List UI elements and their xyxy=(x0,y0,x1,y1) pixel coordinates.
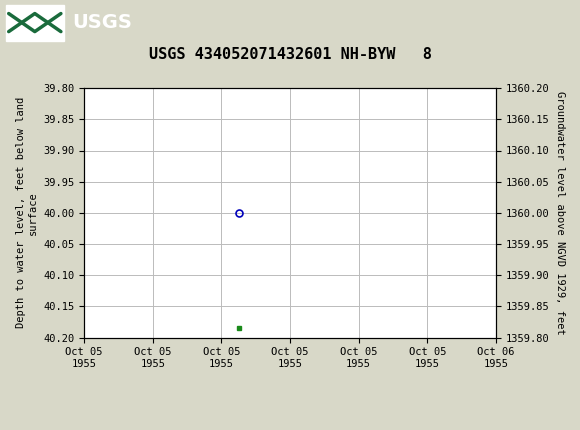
Bar xyxy=(6,4,64,41)
Text: USGS 434052071432601 NH-BYW   8: USGS 434052071432601 NH-BYW 8 xyxy=(148,47,432,62)
Y-axis label: Groundwater level above NGVD 1929, feet: Groundwater level above NGVD 1929, feet xyxy=(555,91,565,335)
Y-axis label: Depth to water level, feet below land
surface: Depth to water level, feet below land su… xyxy=(16,97,38,329)
Text: USGS: USGS xyxy=(72,13,132,32)
